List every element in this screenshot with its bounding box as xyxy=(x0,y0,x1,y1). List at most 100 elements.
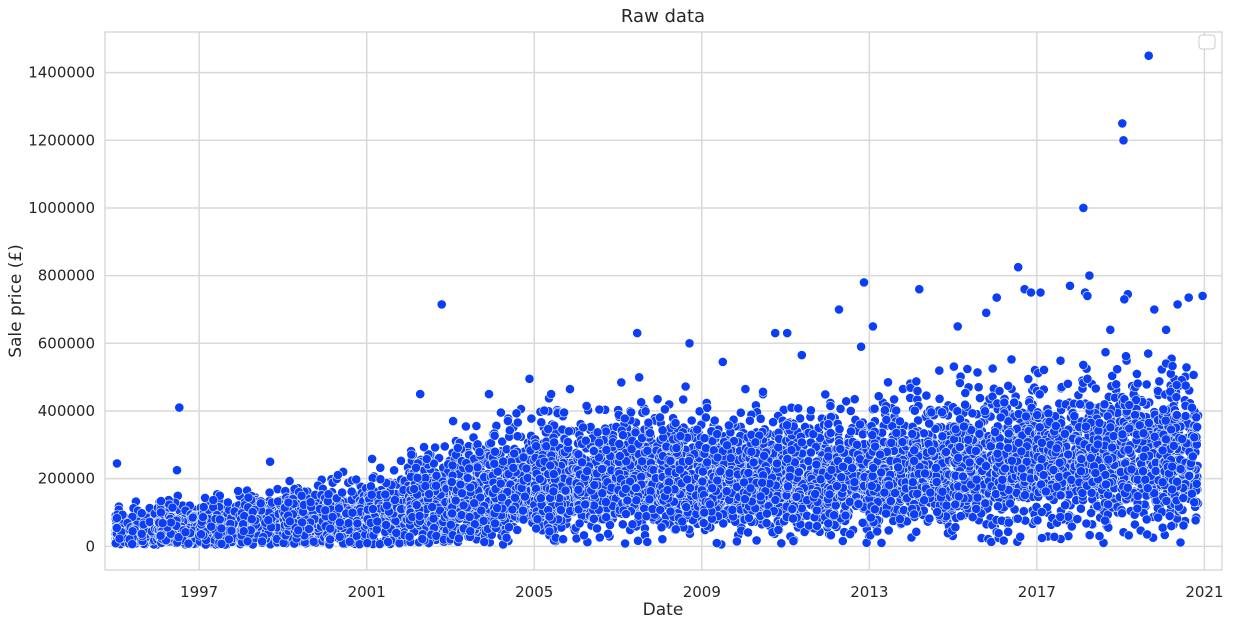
scatter-point xyxy=(136,528,147,539)
scatter-point xyxy=(643,417,654,428)
scatter-point xyxy=(761,518,772,528)
scatter-point xyxy=(447,460,458,471)
scatter-point xyxy=(375,474,386,485)
scatter-point xyxy=(642,537,653,547)
scatter-point xyxy=(597,488,608,499)
scatter-point xyxy=(492,503,503,513)
scatter-point xyxy=(589,513,599,524)
scatter-point xyxy=(698,518,709,528)
scatter-point xyxy=(419,442,429,452)
scatter-point xyxy=(206,521,217,532)
scatter-point xyxy=(592,427,603,438)
scatter-point xyxy=(589,480,600,490)
scatter-point xyxy=(699,433,710,444)
scatter-point xyxy=(535,493,546,504)
scatter-point xyxy=(284,516,295,527)
scatter-point xyxy=(574,518,585,529)
scatter-point xyxy=(750,437,761,448)
scatter-point xyxy=(660,404,670,415)
scatter-point xyxy=(144,516,155,527)
scatter-point xyxy=(681,502,692,512)
scatter-point xyxy=(543,424,554,434)
scatter-point xyxy=(446,477,457,487)
scatter-point xyxy=(264,487,275,498)
scatter-point xyxy=(675,431,686,441)
scatter-point xyxy=(216,538,227,549)
scatter-point xyxy=(263,515,274,526)
scatter-point xyxy=(712,452,723,463)
scatter-point xyxy=(549,437,559,448)
scatter-point xyxy=(768,417,778,427)
scatter-point xyxy=(773,525,784,535)
scatter-point xyxy=(759,450,769,461)
scatter-point xyxy=(495,478,506,489)
scatter-point xyxy=(518,514,529,525)
scatter-point xyxy=(711,538,722,548)
scatter-point xyxy=(347,507,358,518)
scatter-point xyxy=(665,506,676,517)
scatter-point xyxy=(464,463,475,474)
plot-frame xyxy=(104,31,1223,571)
scatter-point xyxy=(112,513,122,523)
scatter-point xyxy=(474,447,485,457)
scatter-point xyxy=(167,502,178,513)
scatter-point xyxy=(411,462,421,473)
scatter-point xyxy=(180,527,191,538)
scatter-point xyxy=(284,476,295,486)
scatter-point xyxy=(421,454,432,464)
scatter-point xyxy=(157,518,168,528)
scatter-point xyxy=(539,405,550,416)
scatter-point xyxy=(490,446,500,457)
scatter-point xyxy=(372,516,383,527)
scatter-point xyxy=(665,455,676,466)
scatter-point xyxy=(431,480,441,491)
scatter-point xyxy=(242,536,253,547)
scatter-point xyxy=(504,522,514,533)
scatter-point xyxy=(198,512,208,522)
scatter-point xyxy=(327,512,338,522)
scatter-point xyxy=(465,526,476,537)
scatter-point xyxy=(582,466,593,476)
scatter-point xyxy=(512,525,523,535)
scatter-point xyxy=(546,389,556,399)
scatter-point xyxy=(577,457,587,468)
scatter-point xyxy=(735,407,746,418)
scatter-point xyxy=(406,449,417,460)
scatter-point xyxy=(701,412,711,423)
scatter-point xyxy=(283,497,294,508)
scatter-point xyxy=(773,442,784,453)
scatter-point xyxy=(626,444,637,454)
scatter-point xyxy=(498,456,509,467)
scatter-point xyxy=(512,417,523,428)
scatter-point xyxy=(114,533,125,544)
scatter-point xyxy=(238,526,249,537)
scatter-point xyxy=(464,512,475,522)
scatter-point xyxy=(619,413,630,424)
scatter-point xyxy=(304,524,314,534)
scatter-point xyxy=(573,484,584,495)
scatter-point xyxy=(404,531,415,542)
scatter-point xyxy=(460,421,471,432)
scatter-point xyxy=(496,492,507,503)
scatter-point xyxy=(200,492,210,503)
scatter-point xyxy=(305,497,316,508)
scatter-point xyxy=(343,518,354,529)
scatter-point xyxy=(457,488,467,499)
scatter-point xyxy=(536,417,547,428)
scatter-point xyxy=(745,415,755,426)
scatter-point xyxy=(507,504,518,515)
scatter-point xyxy=(509,448,520,459)
scatter-point xyxy=(657,425,668,436)
scatter-point xyxy=(508,462,519,473)
scatter-point xyxy=(532,514,543,525)
scatter-point xyxy=(362,538,373,548)
scatter-point xyxy=(502,415,513,426)
scatter-point xyxy=(712,429,722,439)
scatter-point xyxy=(772,458,782,469)
scatter-point xyxy=(472,462,483,473)
scatter-point xyxy=(381,520,391,530)
scatter-point xyxy=(334,503,344,514)
scatter-point xyxy=(699,507,710,518)
scatter-point xyxy=(637,456,647,467)
